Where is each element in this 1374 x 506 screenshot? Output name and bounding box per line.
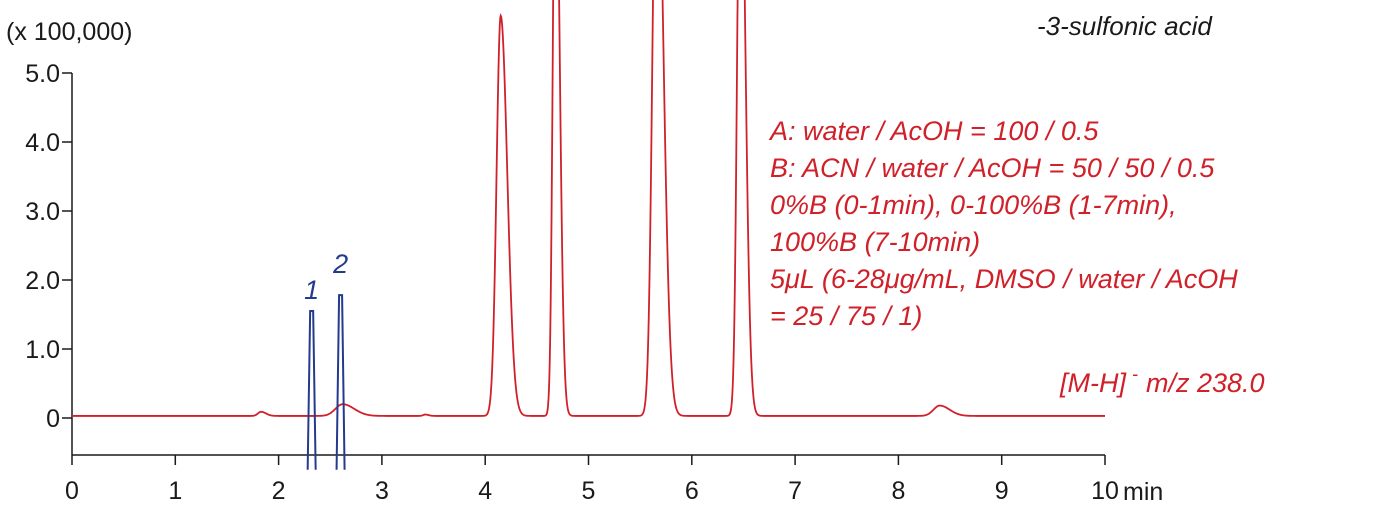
y-tick-label-0: 5.0 xyxy=(25,60,60,88)
ion-label-superscript: - xyxy=(1132,364,1138,384)
compound-name: -3-sulfonic acid xyxy=(1037,11,1213,41)
condition-line-gradient-1: 0%B (0-1min), 0-100%B (1-7min), xyxy=(770,190,1177,220)
y-unit-label: (x 100,000) xyxy=(6,18,132,46)
x-tick-label-2: 2 xyxy=(272,477,286,505)
x-tick-label-4: 4 xyxy=(478,477,492,505)
ion-label-main: [M-H] xyxy=(1059,368,1127,398)
x-tick-label-9: 9 xyxy=(995,477,1009,505)
ion-label: [M-H] - m/z 238.0 xyxy=(1059,364,1265,398)
chromatogram-traces: 12 xyxy=(72,0,1105,470)
y-tick-label-1: 4.0 xyxy=(25,129,60,157)
y-tick-label-4: 1.0 xyxy=(25,336,60,364)
y-axis: 5.0 4.0 3.0 2.0 1.0 0 xyxy=(25,60,73,455)
compound-name-line: -3-sulfonic acid xyxy=(1037,11,1213,41)
condition-line-injection-1: 5μL (6-28μg/mL, DMSO / water / AcOH xyxy=(770,264,1238,294)
condition-line-injection-2: = 25 / 75 / 1) xyxy=(770,301,922,331)
x-tick-label-7: 7 xyxy=(788,477,802,505)
red-trace-line xyxy=(72,0,1105,417)
condition-line-b: B: ACN / water / AcOH = 50 / 50 / 0.5 xyxy=(770,153,1215,183)
y-tick-label-5: 0 xyxy=(46,405,60,433)
blue-peak-2 xyxy=(335,294,346,470)
condition-line-a: A: water / AcOH = 100 / 0.5 xyxy=(768,116,1099,146)
x-unit-label: min xyxy=(1123,478,1163,506)
x-axis: 0 1 2 3 4 5 6 7 8 9 10 xyxy=(65,454,1119,505)
x-tick-label-5: 5 xyxy=(582,477,596,505)
condition-line-gradient-2: 100%B (7-10min) xyxy=(770,227,980,257)
y-tick-label-3: 2.0 xyxy=(25,267,60,295)
x-tick-label-10: 10 xyxy=(1091,477,1119,505)
x-tick-label-8: 8 xyxy=(891,477,905,505)
ion-label-mz: m/z 238.0 xyxy=(1146,368,1265,398)
lc-conditions: A: water / AcOH = 100 / 0.5 B: ACN / wat… xyxy=(768,116,1238,331)
y-tick-label-2: 3.0 xyxy=(25,198,60,226)
x-tick-label-1: 1 xyxy=(168,477,182,505)
x-tick-label-6: 6 xyxy=(685,477,699,505)
peak-label-2: 2 xyxy=(332,249,348,279)
x-tick-label-0: 0 xyxy=(65,477,79,505)
x-tick-label-3: 3 xyxy=(375,477,389,505)
blue-peak-1 xyxy=(306,310,317,470)
peak-label-1: 1 xyxy=(304,275,319,305)
